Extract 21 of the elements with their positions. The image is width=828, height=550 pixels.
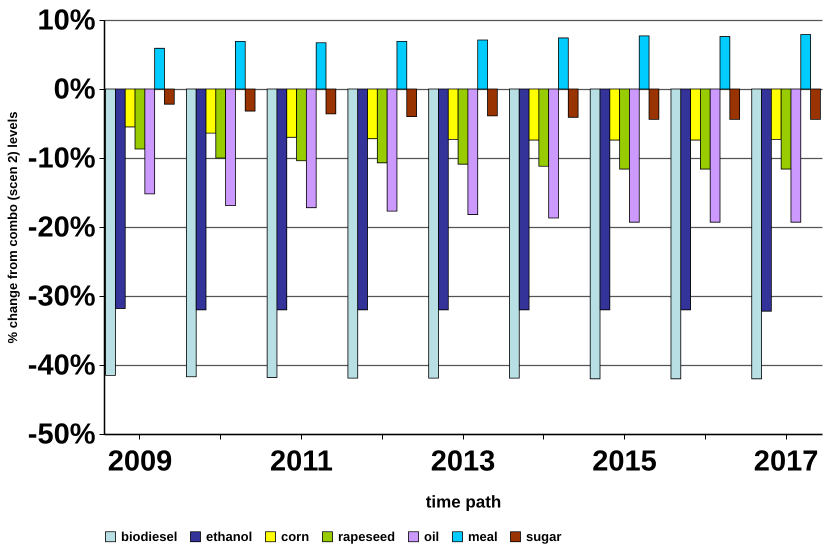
x-tick-label: 2015 (592, 446, 657, 478)
x-tick-label: 2017 (754, 446, 818, 478)
legend-label: biodiesel (121, 528, 178, 544)
x-tick-label: 2009 (108, 446, 172, 478)
y-tick-label: -20% (28, 212, 96, 244)
legend-label: corn (281, 528, 310, 544)
x-axis-title: time path (426, 492, 502, 512)
legend-label: sugar (526, 528, 562, 544)
y-tick-label: 0% (54, 74, 96, 106)
legend-label: ethanol (206, 528, 252, 544)
legend-label: rapeseed (338, 528, 396, 544)
x-tick-label: 2011 (270, 446, 333, 478)
y-tick-label: -30% (28, 280, 96, 312)
y-axis-title: % change from combo (scen 2) levels (4, 112, 20, 344)
y-tick-label: 10% (37, 4, 96, 36)
legend-label: oil (424, 528, 440, 544)
y-tick-label: -10% (28, 142, 96, 174)
x-tick-label: 2013 (430, 446, 496, 478)
y-tick-label: -50% (28, 418, 96, 450)
y-tick-label: -40% (28, 350, 96, 382)
legend-label: meal (468, 528, 498, 544)
